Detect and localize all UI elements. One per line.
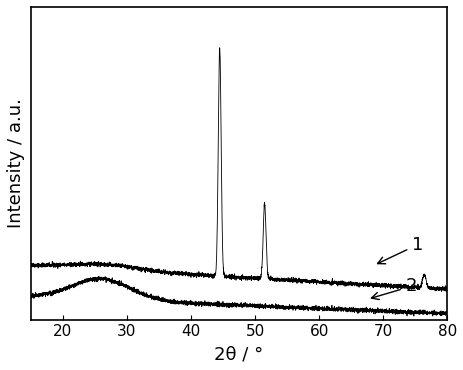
X-axis label: 2θ / °: 2θ / ° <box>214 345 263 363</box>
Text: 2: 2 <box>370 277 416 299</box>
Y-axis label: Intensity / a.u.: Intensity / a.u. <box>7 98 25 228</box>
Text: 1: 1 <box>377 236 423 264</box>
